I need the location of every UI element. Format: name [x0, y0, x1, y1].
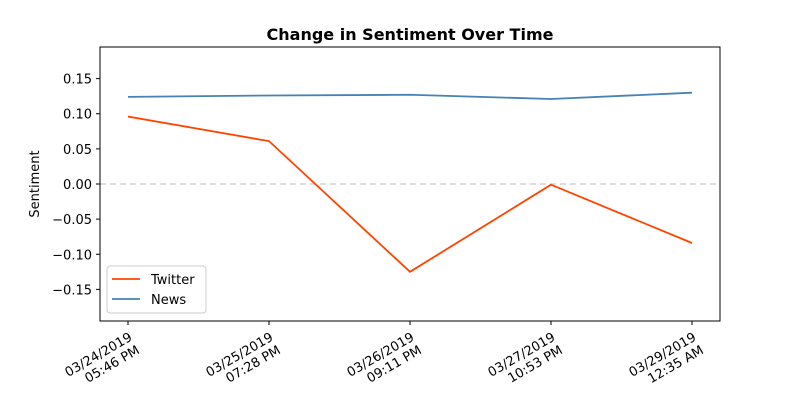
- y-tick-label: 0.10: [63, 108, 92, 123]
- legend-label-news: News: [151, 293, 186, 308]
- y-tick-label: −0.10: [52, 248, 92, 263]
- legend: Twitter News: [106, 265, 207, 314]
- legend-box: [106, 265, 207, 314]
- y-tick-label: 0.00: [63, 178, 92, 193]
- series-line-twitter: [127, 115, 693, 273]
- y-tick-label: 0.15: [63, 73, 92, 88]
- series-line-news: [127, 91, 693, 100]
- y-axis: 0.15 0.10 0.05 0.00 −0.05 −0.10 −0.15: [52, 73, 100, 298]
- legend-label-twitter: Twitter: [150, 273, 195, 288]
- y-tick-label: 0.05: [63, 143, 92, 158]
- y-tick-label: −0.15: [52, 283, 92, 298]
- y-axis-label: Sentiment: [28, 150, 43, 217]
- chart-title: Change in Sentiment Over Time: [267, 25, 554, 44]
- y-tick-label: −0.05: [52, 213, 92, 228]
- plot-area: [100, 91, 720, 273]
